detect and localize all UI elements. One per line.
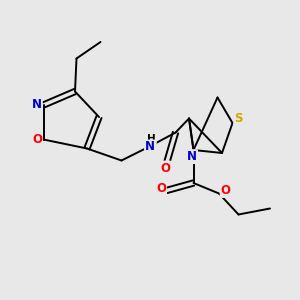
- Text: O: O: [220, 184, 231, 197]
- Text: H: H: [147, 134, 156, 144]
- Text: N: N: [187, 150, 197, 163]
- Text: O: O: [160, 161, 170, 175]
- Text: N: N: [145, 140, 155, 154]
- Text: O: O: [32, 133, 42, 146]
- Text: N: N: [32, 98, 42, 112]
- Text: S: S: [234, 112, 243, 125]
- Text: O: O: [156, 182, 166, 196]
